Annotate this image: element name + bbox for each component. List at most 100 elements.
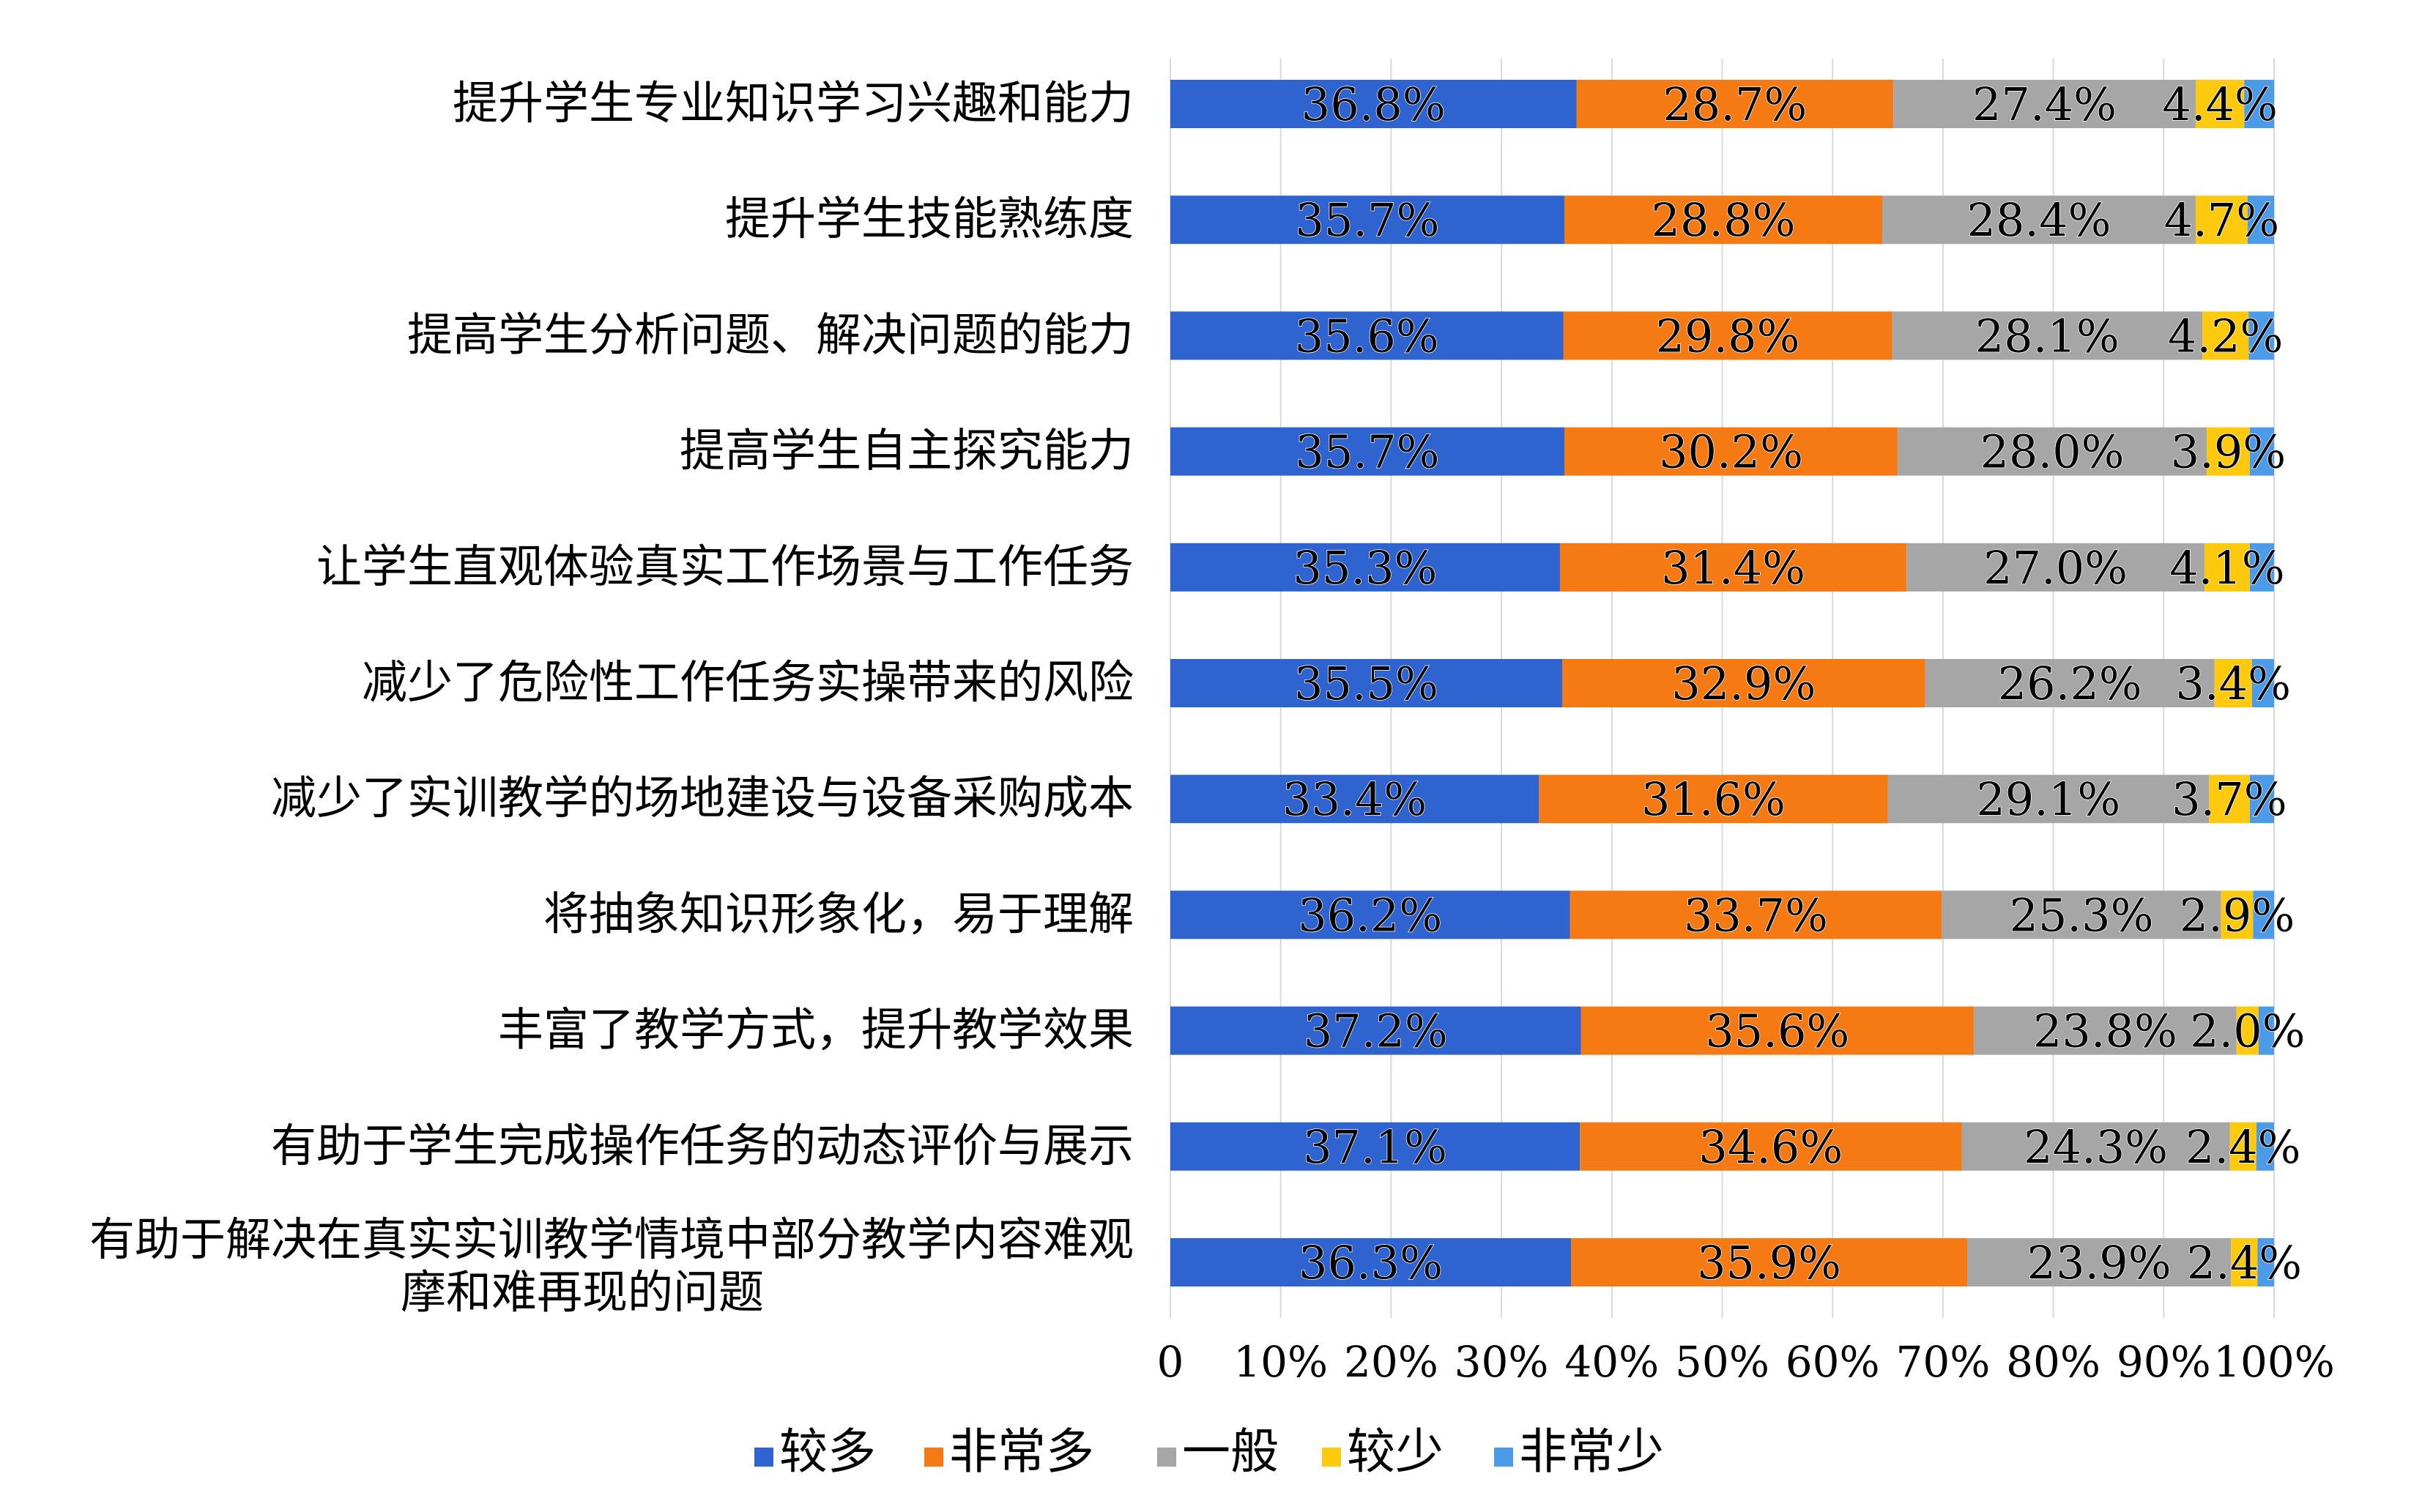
data-label: 31.6% [1641,772,1786,826]
data-label: 28.0% [1980,425,2125,479]
legend-entry: 非常多 [949,1423,1094,1480]
data-label: 28.7% [1663,78,1807,131]
bar-segment [1570,890,1942,939]
x-tick-label: 50% [1675,1337,1769,1387]
data-label: 3.9% [2171,425,2287,479]
category-label: 让学生直观体验真实工作场景与工作任务 [316,540,1134,593]
bar-segment [2196,80,2245,128]
data-label: 24.3% [2024,1120,2168,1174]
bar-segment [1564,195,1883,245]
legend-entry: 较多 [779,1423,876,1480]
data-label: 35.6% [1295,309,1439,362]
bar-segment [1580,1006,1975,1055]
category-label: 将抽象知识形象化，易于理解 [543,887,1134,940]
category-label: 提升学生专业知识学习兴趣和能力 [453,76,1134,130]
bar-segment [1170,311,1564,360]
category-label: 减少了实训教学的场地建设与设备采购成本 [271,771,1134,824]
bar-segment [2249,543,2274,592]
legend-entry: 一般 [1182,1423,1279,1480]
data-label: 2.4% [2185,1120,2301,1174]
x-tick-label: 40% [1564,1337,1659,1387]
x-tick-label: 20% [1344,1337,1438,1387]
data-label: 34.6% [1698,1120,1843,1174]
category-label: 提升学生技能熟练度 [725,192,1134,245]
bar-segment [2248,311,2274,360]
bar-segment [1539,775,1888,824]
bar-segment [2204,543,2250,592]
data-label: 28.1% [1975,309,2120,362]
bar-segment [2249,427,2274,476]
bar-segment [1882,195,2196,245]
bar-segment [1170,195,1564,245]
bar-segment [1906,543,2205,592]
x-tick-label: 60% [1786,1337,1880,1387]
data-label: 4.4% [2162,78,2278,131]
bar-segment [1893,80,2196,128]
bar-segment [1580,1122,1962,1171]
x-tick-label: 10% [1233,1337,1328,1387]
bar-segment [2214,659,2252,707]
legend-swatch [1322,1448,1341,1467]
bar-segment [1170,427,1564,476]
bar-segment [1564,427,1898,476]
data-label: 35.7% [1296,193,1440,247]
data-label: 2.0% [2190,1005,2306,1058]
bar-segment [1576,80,1894,128]
bar-segment [1974,1006,2237,1055]
data-label: 31.4% [1661,541,1805,595]
data-label: 23.9% [2027,1236,2172,1289]
bar-segment [1170,775,1539,824]
data-label: 32.9% [1671,657,1816,710]
data-label: 37.2% [1304,1005,1448,1058]
bar-segment [1170,890,1570,939]
bar-segment [2209,775,2250,824]
x-tick-label: 70% [1895,1337,1990,1387]
bar-segment [2249,775,2274,824]
bar-segment [2244,80,2274,128]
bar-segment [1563,311,1892,360]
bar-segment [1170,543,1560,592]
bar-segment [2251,659,2274,707]
category-label: 丰富了教学方式，提升教学效果 [498,1003,1134,1057]
data-label: 25.3% [2010,888,2154,942]
bar-segment [1892,311,2203,360]
data-label: 28.8% [1652,193,1796,247]
bar-segment [1559,543,1907,592]
category-label: 减少了危险性工作任务实操带来的风险 [362,655,1134,709]
category-label: 提高学生分析问题、解决问题的能力 [407,308,1134,361]
x-tick-label: 90% [2117,1337,2211,1387]
data-label: 29.1% [1976,772,2120,826]
bar-segment [1561,659,1925,707]
data-label: 2.4% [2187,1236,2303,1289]
data-label: 4.1% [2169,541,2285,595]
category-label: 有助于解决在真实实训教学情境中部分教学内容难观 [89,1213,1134,1266]
legend-swatch [754,1448,773,1467]
bar-segment [2196,195,2248,245]
legend-swatch [924,1448,943,1467]
bar-segment [2257,1238,2274,1286]
legend: 较多 非常多 一般 较少 非常少 [754,1423,1664,1480]
bar-segment [1170,1006,1581,1055]
data-label: 4.7% [2164,193,2280,247]
bar-segment [1887,775,2210,824]
data-label: 2.9% [2180,888,2295,942]
x-tick-label: 100% [2213,1337,2335,1387]
legend-swatch [1494,1448,1513,1467]
bar-segment [1942,890,2221,939]
data-label: 30.2% [1659,425,1803,479]
data-label: 33.7% [1684,888,1828,942]
data-label: 3.4% [2175,657,2291,710]
category-label: 有助于学生完成操作任务的动态评价与展示 [271,1119,1134,1172]
data-label: 35.6% [1705,1005,1849,1058]
bar-segment [1170,1122,1580,1171]
legend-entry: 非常少 [1519,1423,1664,1480]
data-label: 35.9% [1697,1236,1841,1289]
bar-segment [2236,1006,2259,1055]
bar-segment [1967,1238,2232,1286]
bar-segment [1898,427,2207,476]
data-label: 4.2% [2168,309,2284,362]
bar-segment [2229,1122,2256,1171]
bars [1170,80,2274,1286]
bar-segment [1925,659,2215,707]
